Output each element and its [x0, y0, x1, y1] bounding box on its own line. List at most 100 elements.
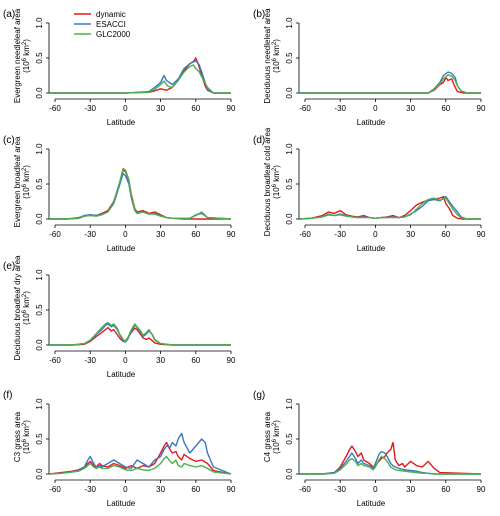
- panel-e-y-tick-label: 0.0: [35, 339, 44, 351]
- panel-e-x-tick-label: 60: [191, 356, 200, 365]
- panel-g-series-dynamic: [299, 441, 482, 475]
- panel-b-y-tick-label: 0.5: [285, 52, 294, 64]
- panel-e-x-tick-label: 90: [227, 356, 236, 365]
- panel-d-series-glc2000: [299, 197, 481, 220]
- panel-g-y-tick-label: 1.0: [285, 398, 294, 410]
- panel-f-y-tick-label: 0.5: [35, 433, 44, 445]
- panel-c: 0.0 0.5 1.0 -60 -30 0 30 60 90 Latitude Evergreen …: [3, 135, 236, 253]
- panel-a-x-tick-label: -30: [84, 104, 96, 113]
- panel-c-x-tick-label: -30: [84, 230, 96, 239]
- panel-c-y-label: Evergreen broadleaf area: [13, 136, 22, 227]
- panel-d-x-tick-label: 30: [406, 230, 415, 239]
- panel-c-label: (c): [3, 135, 15, 146]
- panel-d-x-tick-label: 60: [441, 230, 450, 239]
- panel-e-y-unit: (106 km2): [22, 291, 31, 325]
- panel-d-x-tick-label: 90: [477, 230, 486, 239]
- panel-f-y-tick-label: 1.0: [35, 398, 44, 410]
- panel-g: 0.0 0.5 1.0 -60 -30 0 30 60 90 Latitude C4 grass a…: [253, 390, 486, 508]
- panel-g-x-tick-label: -30: [334, 485, 346, 494]
- panel-b-series-dynamic: [299, 76, 481, 94]
- panel-d-y-tick-label: 1.0: [285, 143, 294, 155]
- panel-e-x-label: Latitude: [107, 370, 136, 379]
- panel-a-x-tick-label: 0: [123, 104, 128, 113]
- panel-b: 0.0 0.5 1.0 -60 -30 0 30 60 90 Latitude Deciduous …: [253, 8, 486, 127]
- panel-d-x-label: Latitude: [357, 244, 386, 253]
- panel-g-y-unit: (106 km2): [272, 420, 281, 454]
- panel-e-y-tick-label: 1.0: [35, 269, 44, 281]
- panel-a-x-tick-label: -60: [49, 104, 61, 113]
- panel-c-y-tick-label: 1.0: [35, 143, 44, 155]
- panel-c-x-tick-label: 30: [156, 230, 165, 239]
- panel-c-x-tick-label: -60: [49, 230, 61, 239]
- panel-g-x-tick-label: 0: [373, 485, 378, 494]
- panel-f-y-label: C3 grass area: [13, 411, 22, 462]
- panel-f-x-tick-label: 90: [227, 485, 236, 494]
- panel-f: 0.0 0.5 1.0 -60 -30 0 30 60 90 Latitude C3 grass a…: [3, 390, 236, 508]
- panel-f-x-tick-label: -30: [84, 485, 96, 494]
- panel-f-series-dynamic: [49, 441, 232, 475]
- panel-a-y-tick-label: 0.0: [35, 87, 44, 99]
- panel-g-series-esacci: [299, 450, 481, 475]
- panel-c-x-tick-label: 90: [227, 230, 236, 239]
- panel-e-y-label: Deciduous broadleaf dry area: [13, 255, 22, 361]
- panel-b-x-tick-label: -60: [299, 104, 311, 113]
- panel-c-series-dynamic: [49, 169, 231, 220]
- panel-f-y-tick-label: 0.0: [35, 468, 44, 480]
- panel-d-x-tick-label: 0: [373, 230, 378, 239]
- panel-f-x-tick-label: 60: [191, 485, 200, 494]
- panel-a: 0.0 0.5 1.0 -60 -30 0 30 60 90 Latitude Evergreen …: [3, 8, 236, 127]
- panel-d-y-tick-label: 0.0: [285, 213, 294, 225]
- panel-b-x-label: Latitude: [357, 118, 386, 127]
- panel-b-y-label: Deciduous needleleaf area: [263, 8, 272, 104]
- panel-b-x-tick-label: 0: [373, 104, 378, 113]
- panel-e-label: (e): [3, 261, 15, 272]
- panel-a-series-esacci: [49, 60, 231, 94]
- panel-g-y-tick-label: 0.5: [285, 433, 294, 445]
- panel-d-y-unit: (106 km2): [272, 165, 281, 199]
- panel-b-y-tick-label: 0.0: [285, 87, 294, 99]
- panel-f-x-label: Latitude: [107, 499, 136, 508]
- panel-d-x-tick-label: -30: [334, 230, 346, 239]
- panel-f-series-glc2000: [49, 455, 232, 475]
- panel-g-series-glc2000: [299, 455, 481, 475]
- panel-g-x-tick-label: 60: [441, 485, 450, 494]
- panel-a-x-label: Latitude: [107, 118, 136, 127]
- panel-e-x-tick-label: 0: [123, 356, 128, 365]
- panel-c-x-tick-label: 0: [123, 230, 128, 239]
- panel-a-y-tick-label: 1.0: [35, 17, 44, 29]
- panel-e-y-tick-label: 0.5: [35, 304, 44, 316]
- panel-c-x-tick-label: 60: [191, 230, 200, 239]
- panel-b-label: (b): [253, 9, 265, 20]
- panel-e-x-tick-label: -60: [49, 356, 61, 365]
- panel-g-x-tick-label: 90: [477, 485, 486, 494]
- panel-d: 0.0 0.5 1.0 -60 -30 0 30 60 90 Latitude Deciduous …: [253, 127, 486, 253]
- panel-a-x-tick-label: 30: [156, 104, 165, 113]
- panel-a-x-tick-label: 60: [191, 104, 200, 113]
- panel-e: 0.0 0.5 1.0 -60 -30 0 30 60 90 Latitude Deciduous …: [3, 255, 236, 379]
- panel-g-x-tick-label: -60: [299, 485, 311, 494]
- panel-e-series-glc2000: [49, 321, 231, 346]
- panel-a-series-glc2000: [49, 64, 231, 94]
- panel-g-y-label: C4 grass area: [263, 411, 272, 462]
- panel-d-x-tick-label: -60: [299, 230, 311, 239]
- panel-d-y-label: Deciduous broadleaf cold area: [263, 127, 272, 236]
- panel-d-y-tick-label: 0.5: [285, 178, 294, 190]
- panel-f-x-tick-label: 30: [156, 485, 165, 494]
- panel-c-series-glc2000: [49, 167, 232, 220]
- panel-f-y-unit: (106 km2): [22, 420, 31, 454]
- panel-a-label: (a): [3, 9, 15, 20]
- panel-c-x-label: Latitude: [107, 244, 136, 253]
- panel-g-y-tick-label: 0.0: [285, 468, 294, 480]
- panel-a-x-tick-label: 90: [227, 104, 236, 113]
- panel-a-y-tick-label: 0.5: [35, 52, 44, 64]
- panel-a-y-label: Evergreen needleleaf area: [13, 8, 22, 103]
- panel-b-x-tick-label: 60: [441, 104, 450, 113]
- legend-entry-dynamic: dynamic: [96, 10, 126, 19]
- panel-b-x-tick-label: -30: [334, 104, 346, 113]
- legend-entry-glc2000: GLC2000: [96, 30, 131, 39]
- panel-e-x-tick-label: -30: [84, 356, 96, 365]
- panel-g-label: (g): [253, 390, 265, 401]
- panel-c-y-unit: (106 km2): [22, 165, 31, 199]
